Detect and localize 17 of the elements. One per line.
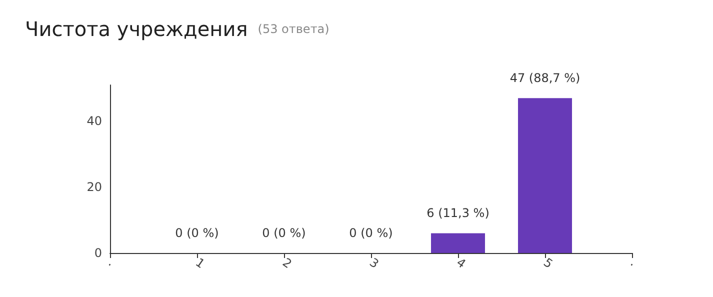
data-label: 0 (0 %) — [349, 226, 393, 240]
data-label: 6 (11,3 %) — [426, 206, 490, 220]
data-label: 0 (0 %) — [175, 226, 219, 240]
x-tick-label: 3 — [366, 255, 382, 272]
y-tick-label: 0 — [94, 246, 102, 260]
chart-subtitle: (53 ответа) — [258, 22, 330, 36]
y-tick-label: 40 — [86, 114, 102, 128]
x-tick-label: 5 — [540, 255, 556, 272]
x-tick-label: . — [106, 255, 118, 269]
data-label: 47 (88,7 %) — [510, 71, 580, 86]
x-tick-label: 4 — [454, 255, 468, 272]
x-tick-label: 2 — [280, 255, 294, 272]
chart-title: Чистота учреждения — [25, 17, 248, 41]
data-label: 0 (0 %) — [262, 226, 306, 240]
x-tick-label: 1 — [192, 255, 208, 272]
y-tick-label: 20 — [86, 180, 102, 194]
x-tick-label: . — [628, 255, 640, 269]
